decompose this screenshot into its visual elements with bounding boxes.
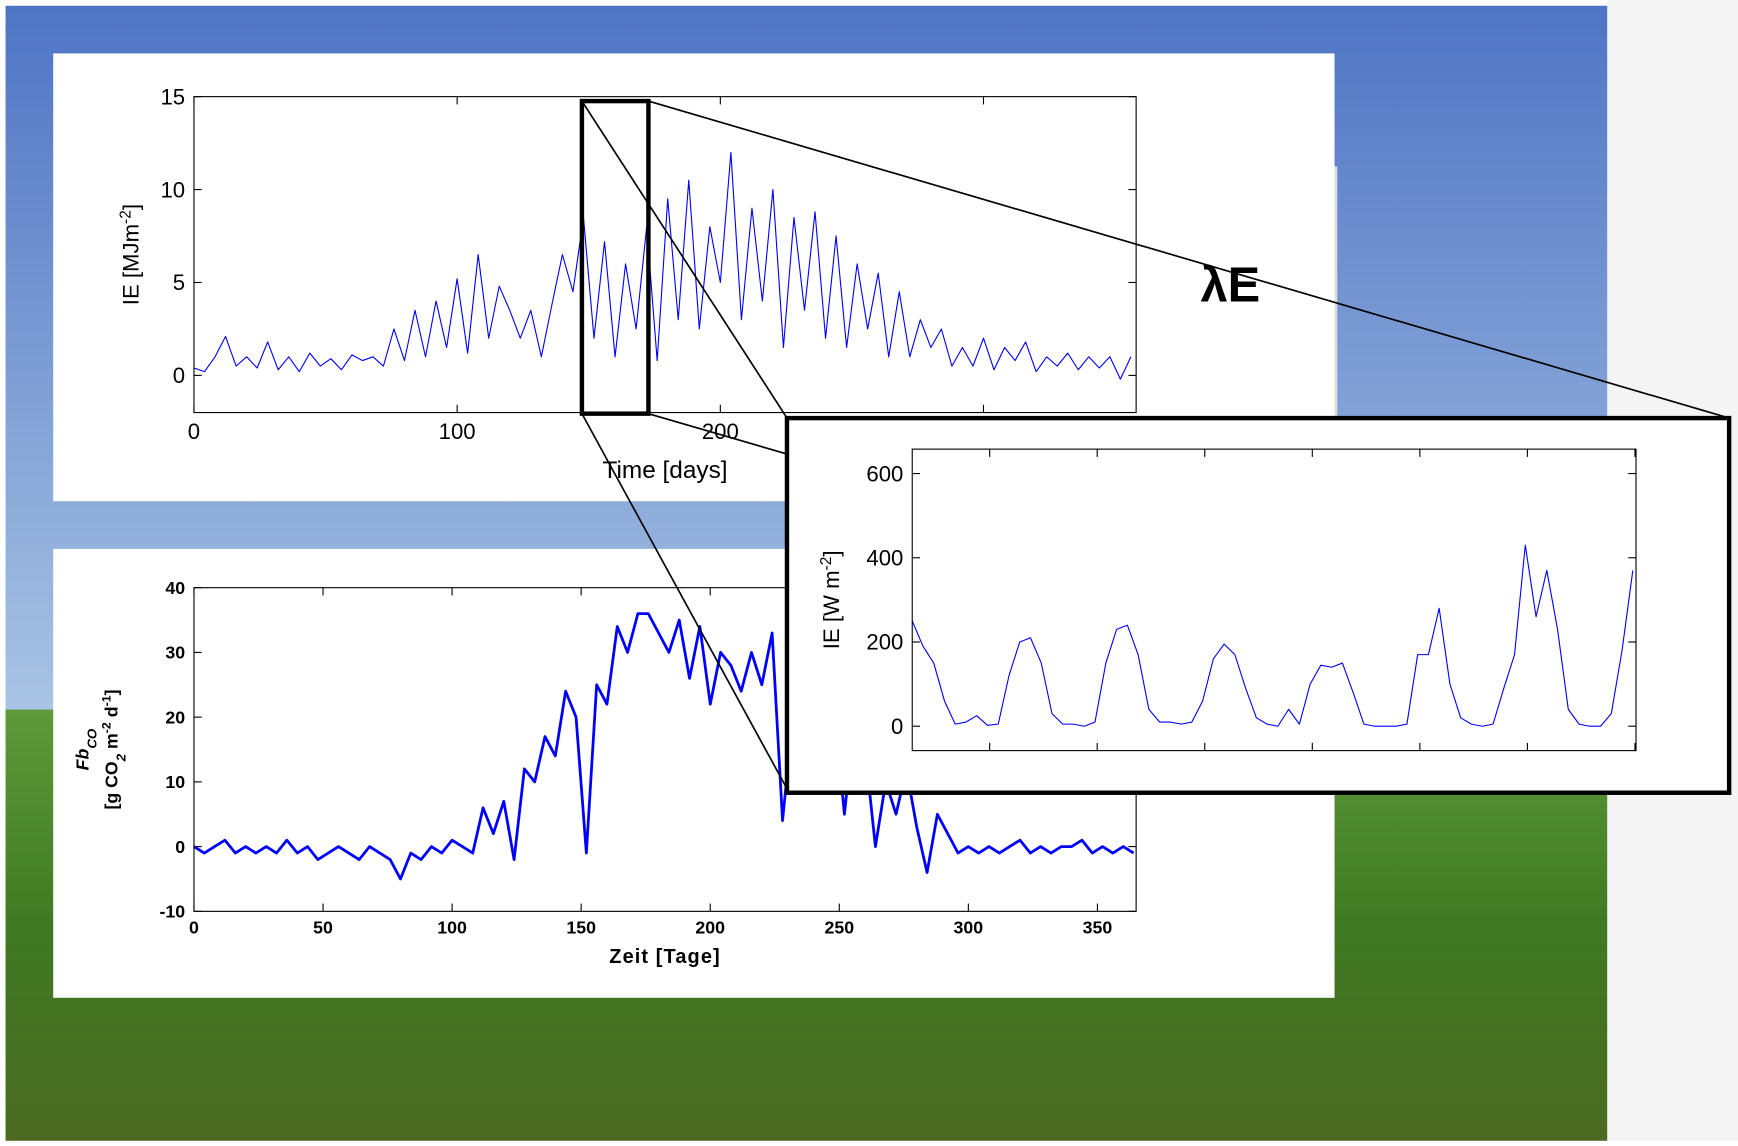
y-tick-label: 400	[866, 546, 903, 571]
y-axis-label: [g CO2 m-2 d-1]	[99, 689, 127, 809]
data-line	[193, 151, 1132, 380]
label-part: ]	[101, 689, 121, 695]
y-tick-label: 0	[891, 714, 903, 739]
x-tick-label: 100	[437, 918, 467, 938]
axes-box	[911, 448, 1637, 752]
x-tick-label: 350	[1083, 918, 1113, 938]
zoom-connector	[648, 412, 790, 456]
y-axis-label: IE [W m-2]	[818, 551, 845, 650]
x-tick-label: 50	[313, 918, 333, 938]
label-part: IE [W m	[819, 570, 844, 649]
label-part: d	[101, 706, 121, 722]
chart: 0 200 400 600 IE [W m-2]	[784, 415, 1732, 795]
y-tick-label: 15	[160, 84, 185, 109]
data-line	[193, 612, 1135, 881]
axes-box	[193, 96, 1137, 414]
y-axis-label: IE [MJm-2]	[117, 204, 144, 305]
y-tick-label: 0	[173, 363, 185, 388]
zoom-overlay	[579, 98, 1730, 794]
y-tick-label: 10	[160, 177, 185, 202]
chart-panel	[784, 415, 1732, 795]
label-part: m	[101, 733, 121, 754]
y-tick-label: 0	[175, 837, 185, 857]
y-tick-label: 5	[173, 270, 185, 295]
label-part: ]	[819, 551, 844, 557]
x-tick-label: 100	[439, 419, 476, 444]
x-tick-label: 0	[189, 918, 199, 938]
zoom-connector	[581, 413, 790, 794]
y-tick-label: -10	[159, 902, 185, 922]
zoom-connector	[648, 100, 1730, 419]
label-part: 2	[113, 753, 128, 762]
label-part: CO	[84, 728, 99, 749]
label-part: -2	[99, 722, 113, 733]
x-axis-label: Zeit [Tage]	[609, 946, 721, 968]
label-part: -2	[117, 210, 134, 224]
label-part: [g CO	[101, 761, 121, 809]
zoom-connector	[581, 100, 790, 422]
y-tick-label: 10	[165, 772, 185, 792]
y-axis-label: FbCO	[73, 728, 99, 770]
y-tick-label: 40	[165, 578, 185, 598]
annotation: λE	[1201, 259, 1261, 313]
x-tick-label: 300	[954, 918, 984, 938]
y-tick-label: 200	[866, 630, 903, 655]
charts: 0510150100200300Time [days]IE [MJm-2]λE-…	[53, 53, 1732, 998]
label-part: -2	[818, 557, 835, 571]
data-line	[911, 544, 1634, 727]
x-axis-label: Time [days]	[603, 457, 728, 484]
x-tick-label: 200	[695, 918, 725, 938]
y-tick-label: 600	[866, 461, 903, 486]
x-tick-label: 0	[188, 419, 200, 444]
label-part: ]	[119, 204, 144, 210]
x-tick-label: 150	[566, 918, 596, 938]
label-part: -1	[99, 695, 113, 706]
x-tick-label: 250	[824, 918, 854, 938]
zoom-box	[579, 98, 651, 416]
label-part: Fb	[73, 748, 93, 770]
y-tick-label: 20	[165, 707, 185, 727]
label-part: IE [MJm	[119, 224, 144, 305]
y-tick-label: 30	[165, 643, 185, 663]
